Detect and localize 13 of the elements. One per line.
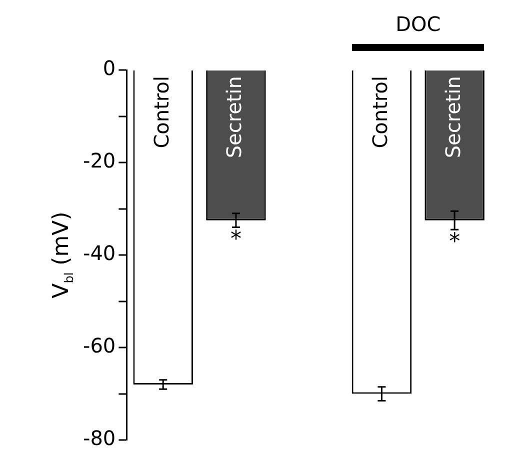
y-axis-title: Vbl (mV) bbox=[49, 212, 76, 298]
y-tick-label: -60 bbox=[82, 334, 116, 358]
x-tick-label: Control bbox=[149, 76, 174, 148]
x-tick-label: Control bbox=[368, 76, 392, 148]
data-label: * bbox=[230, 226, 242, 252]
y-tick-label: -40 bbox=[82, 241, 116, 266]
x-tick-label: Secretin bbox=[222, 76, 246, 158]
x-tick-label: Secretin bbox=[440, 76, 465, 158]
y-tick-label: -80 bbox=[82, 426, 116, 450]
y-tick-label: 0 bbox=[102, 56, 116, 80]
y-tick-label: -20 bbox=[82, 148, 116, 173]
text: DOC bbox=[396, 12, 441, 36]
data-label: * bbox=[449, 229, 460, 254]
